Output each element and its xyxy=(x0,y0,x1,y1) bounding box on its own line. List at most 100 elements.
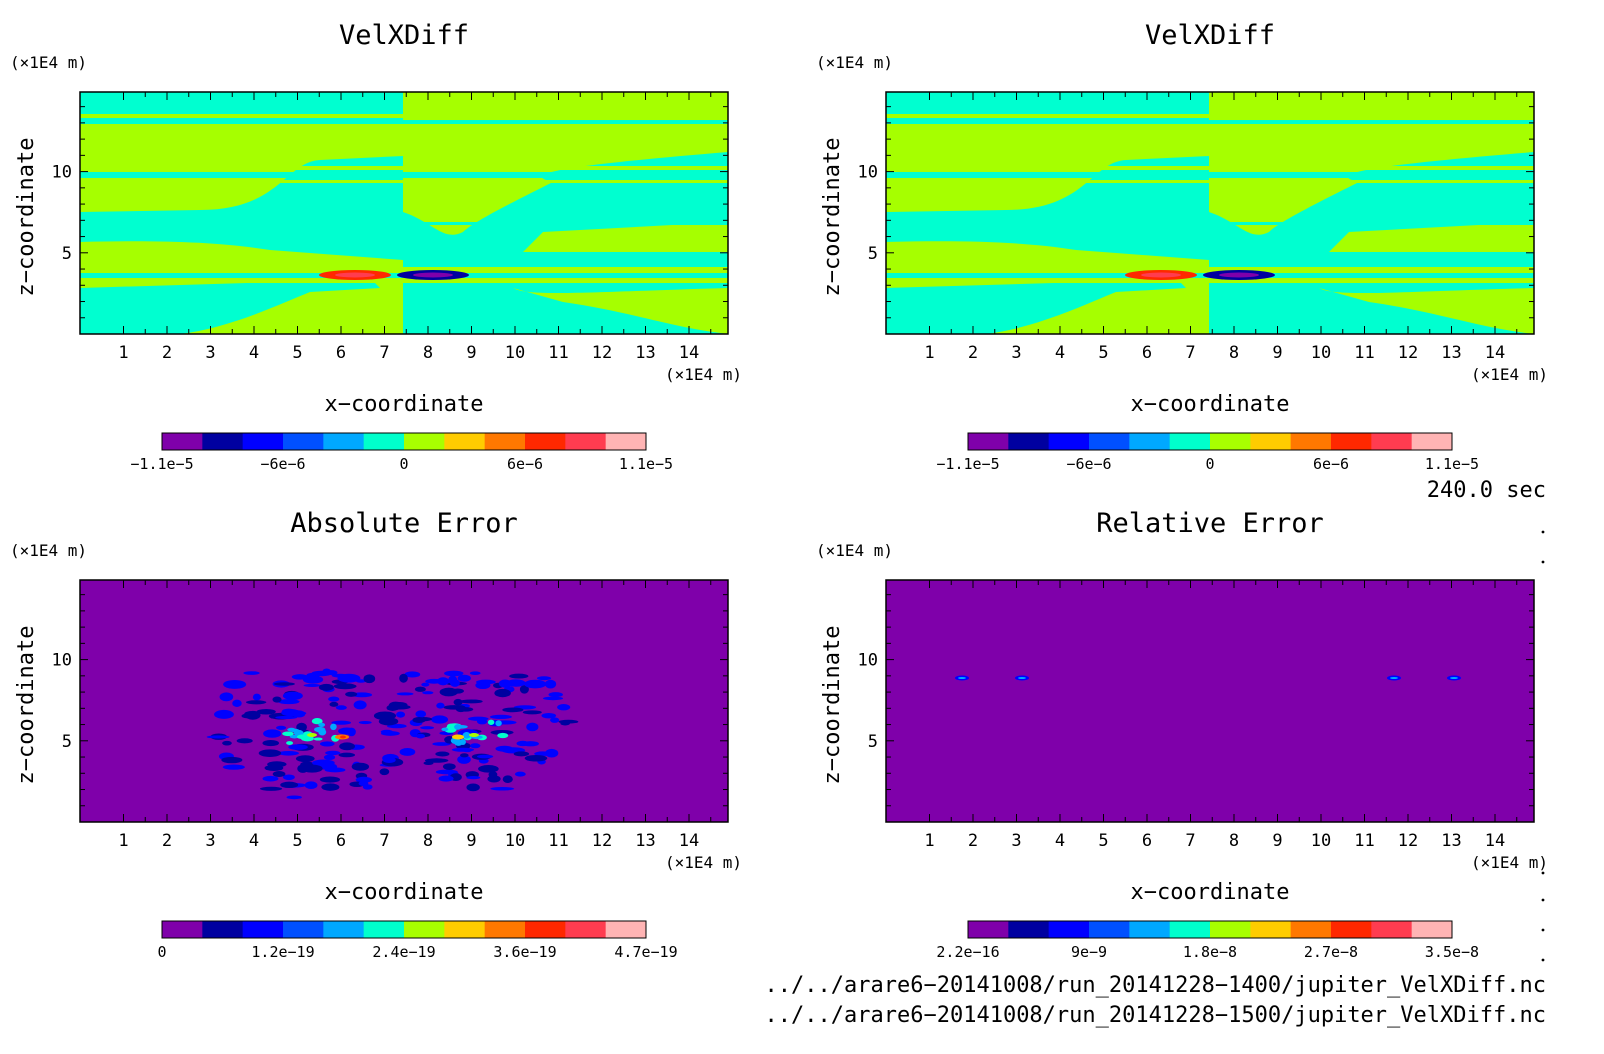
stripe-band xyxy=(886,267,1534,273)
error-blob xyxy=(236,738,253,744)
plot-frame xyxy=(79,579,729,823)
error-blob xyxy=(358,720,372,725)
colorbar-segment xyxy=(525,921,566,938)
error-blob xyxy=(296,734,311,740)
colorbar-frame xyxy=(161,920,647,939)
error-blob xyxy=(304,781,318,789)
left-bottom-lobe xyxy=(886,274,1186,334)
x-tick-label: 4 xyxy=(1055,831,1065,851)
colorbar-frame xyxy=(161,432,647,451)
x-tick-label: 8 xyxy=(423,343,433,363)
colorbar-label: 6e−6 xyxy=(507,455,543,473)
error-spot xyxy=(1450,677,1458,679)
error-blob xyxy=(282,691,303,701)
panel-title: VelXDiff xyxy=(1145,20,1275,51)
error-blob xyxy=(324,767,346,773)
error-blob xyxy=(438,775,454,782)
x-tick-label: 8 xyxy=(1229,831,1239,851)
y-tick-label: 10 xyxy=(52,651,72,671)
x-tick-label: 6 xyxy=(336,831,346,851)
x-tick-label: 6 xyxy=(1142,831,1152,851)
error-blob xyxy=(380,714,392,719)
error-blob xyxy=(323,754,336,761)
error-blob xyxy=(338,752,356,758)
colorbar-segment xyxy=(1250,433,1292,450)
colorbar-segment xyxy=(1411,433,1453,450)
error-blob xyxy=(548,692,563,698)
y-tick-label: 5 xyxy=(868,244,878,264)
error-layer xyxy=(206,668,579,800)
x-tick-label: 11 xyxy=(1354,343,1374,363)
error-blob xyxy=(506,679,526,687)
error-blob xyxy=(272,770,286,778)
x-tick-label: 7 xyxy=(1185,831,1195,851)
x-tick-label: 2 xyxy=(162,343,172,363)
error-blob xyxy=(451,747,475,752)
error-blob xyxy=(459,699,483,704)
error-blob xyxy=(542,696,564,701)
error-blob xyxy=(318,728,327,736)
x-tick-label: 10 xyxy=(1311,831,1331,851)
error-blob xyxy=(415,710,427,718)
error-hotspot xyxy=(307,733,317,737)
error-blob xyxy=(519,685,529,694)
y-tick-label: 5 xyxy=(62,244,72,264)
field-background xyxy=(886,580,1534,822)
x-tick-label: 5 xyxy=(1098,343,1108,363)
colorbar-segment xyxy=(605,433,647,450)
error-blob xyxy=(331,673,348,678)
colorbar-frame xyxy=(967,920,1453,939)
error-blob xyxy=(502,775,513,783)
x-tick-label: 6 xyxy=(1142,343,1152,363)
error-blob xyxy=(412,716,426,724)
colorbar-segment xyxy=(1210,921,1251,938)
error-blob xyxy=(444,670,464,677)
error-blob xyxy=(516,740,530,747)
x-tick-label: 9 xyxy=(466,831,476,851)
error-blob xyxy=(442,763,456,770)
colorbar-segment xyxy=(404,433,445,450)
stripe-band xyxy=(886,120,1534,124)
error-blob xyxy=(380,731,400,736)
colorbar-segment xyxy=(1210,433,1251,450)
colorbar-segment xyxy=(363,921,405,938)
x-axis-label: x−coordinate xyxy=(1131,880,1290,905)
error-blob xyxy=(487,719,495,725)
colorbar-segment xyxy=(1331,433,1372,450)
colorbar-segment xyxy=(1048,433,1090,450)
x-axis: 1 2 3 4 5 6 7 8 9 10 11 12 13 14 xyxy=(924,580,1518,851)
x-tick-label: 13 xyxy=(1441,831,1461,851)
colorbar-label: 3.5e−8 xyxy=(1425,943,1479,961)
plot-frame xyxy=(885,91,1535,335)
colorbar-label: 1.1e−5 xyxy=(1425,455,1479,473)
colorbar-segment xyxy=(323,921,365,938)
x-axis-label: x−coordinate xyxy=(1131,392,1290,417)
colorbar-segment xyxy=(1169,433,1211,450)
error-blob xyxy=(276,725,287,730)
colorbar-segment xyxy=(1331,921,1372,938)
error-blob xyxy=(534,751,551,757)
error-blob xyxy=(272,696,282,703)
y-axis: 5 10 xyxy=(858,106,1534,319)
x-tick-label: 9 xyxy=(1272,343,1282,363)
error-blob xyxy=(301,764,323,773)
x-tick-label: 10 xyxy=(505,831,525,851)
error-blob xyxy=(363,674,376,684)
error-blob xyxy=(241,713,255,719)
error-blob xyxy=(424,758,449,763)
colorbar-label: 0 xyxy=(1205,455,1214,473)
x-tick-label: 5 xyxy=(292,343,302,363)
stripe-band xyxy=(886,180,1534,183)
error-blob xyxy=(353,700,367,710)
error-blob xyxy=(319,741,335,747)
error-blob xyxy=(478,765,499,773)
error-blob xyxy=(325,750,341,756)
x-tick-label: 9 xyxy=(466,343,476,363)
colorbar-segment xyxy=(605,921,647,938)
error-blob xyxy=(457,707,474,712)
min-core xyxy=(1219,272,1259,278)
error-blob xyxy=(288,744,308,750)
stripe-band xyxy=(886,114,1534,118)
error-hotspot xyxy=(452,734,464,740)
colorbar-segment xyxy=(525,433,566,450)
